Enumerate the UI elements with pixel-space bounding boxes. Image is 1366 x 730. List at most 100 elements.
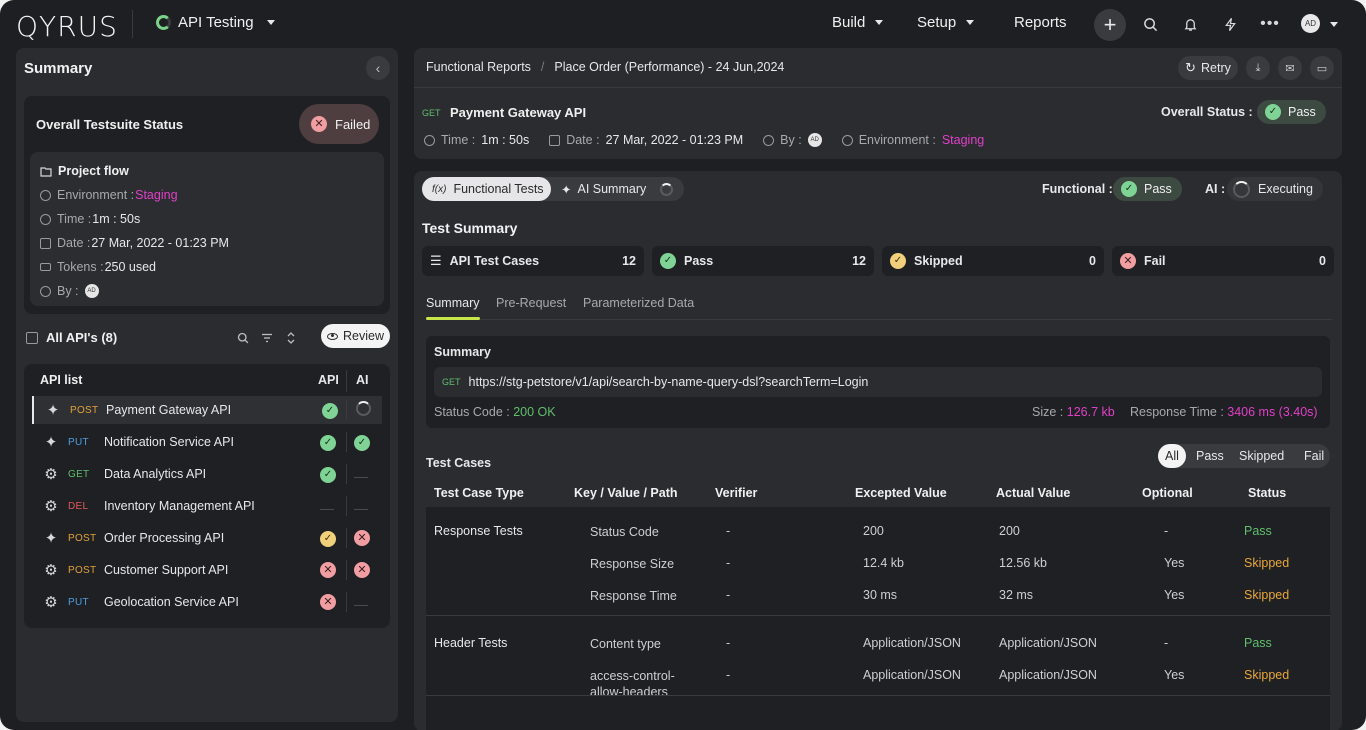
ai-status-label: AI : xyxy=(1205,182,1226,196)
tab-ai-summary[interactable]: ✦ AI Summary xyxy=(561,177,674,201)
nav-setup[interactable]: Setup xyxy=(917,14,975,31)
fail-icon: ✕ xyxy=(1120,253,1136,269)
filter-pass[interactable]: Pass xyxy=(1196,449,1224,463)
select-all-checkbox[interactable] xyxy=(26,331,38,344)
flow-title-row: Project flow xyxy=(40,164,129,178)
add-button[interactable]: + xyxy=(1094,9,1126,41)
user-menu-chevron-icon[interactable] xyxy=(1330,22,1338,27)
sort-button[interactable] xyxy=(283,330,299,346)
no-status-dash xyxy=(320,509,334,510)
qyrus-logo[interactable]: QYRUS xyxy=(16,10,118,43)
download-button[interactable]: ⤓ xyxy=(1246,56,1270,80)
status-code-label: Status Code : xyxy=(434,405,514,419)
summary-card-pass: ✓ Pass 12 xyxy=(652,246,874,276)
cell-optional: - xyxy=(1164,524,1169,538)
filter-fail[interactable]: Fail xyxy=(1304,449,1325,463)
breadcrumb-functional-reports[interactable]: Functional Reports xyxy=(426,60,531,74)
cell-expected: 12.4 kb xyxy=(863,556,905,570)
time-label: Time : xyxy=(57,212,92,226)
globe-icon xyxy=(841,134,853,146)
search-button[interactable] xyxy=(1140,14,1160,34)
search-icon xyxy=(1143,17,1157,31)
chevron-down-icon xyxy=(266,20,275,25)
api-list-item[interactable]: ⚙ DEL Inventory Management API xyxy=(32,492,382,520)
check-icon: ✓ xyxy=(1265,104,1281,120)
api-list-item[interactable]: ⚙ POST Customer Support API ✕ ✕ xyxy=(32,556,382,584)
cell-actual: 12.56 kb xyxy=(999,556,1047,570)
api-name: Notification Service API xyxy=(104,435,234,449)
loading-spinner-icon xyxy=(356,401,371,416)
size-value: 126.7 kb xyxy=(1066,405,1115,419)
notifications-button[interactable] xyxy=(1180,14,1200,34)
nav-build[interactable]: Build xyxy=(832,14,884,31)
sparkle-icon: ✦ xyxy=(44,530,58,547)
pass-icon: ✓ xyxy=(322,402,338,419)
function-icon: f(x) xyxy=(432,183,447,195)
api-status: ✓ xyxy=(320,434,336,451)
overall-status-badge: ✕ Failed xyxy=(299,104,379,144)
subtab-pre-request[interactable]: Pre-Request xyxy=(496,296,567,310)
api-method: DEL xyxy=(68,500,89,512)
filter-skipped[interactable]: Skipped xyxy=(1239,449,1285,463)
filter-all[interactable]: All xyxy=(1158,444,1186,468)
pass-icon: ✓ xyxy=(354,434,370,451)
tab-ai-label: AI Summary xyxy=(577,182,647,196)
search-apis-button[interactable] xyxy=(235,330,251,346)
top-bar: QYRUS API Testing Build Setup Reports + xyxy=(0,0,1366,48)
test-summary-title: Test Summary xyxy=(422,220,518,236)
divider xyxy=(132,10,133,38)
nav-reports[interactable]: Reports xyxy=(1014,14,1067,31)
cell-status: Pass xyxy=(1244,524,1272,538)
response-time: Response Time : 3406 ms (3.40s) xyxy=(1130,405,1318,419)
collapse-sidebar-button[interactable]: ‹ xyxy=(366,56,390,80)
review-button[interactable]: Review xyxy=(321,324,390,348)
api-list-item[interactable]: ⚙ GET Data Analytics API ✓ xyxy=(32,460,382,488)
testsuite-status-card: Overall Testsuite Status ✕ Failed Projec… xyxy=(24,96,390,314)
sparkle-icon: ✦ xyxy=(561,182,572,197)
api-status: ✓ xyxy=(322,402,338,419)
cell-verifier: - xyxy=(726,588,731,602)
api-list-item[interactable]: ✦ PUT Notification Service API ✓ ✓ xyxy=(32,428,382,456)
environment-value: Staging xyxy=(135,188,178,202)
cell-verifier: - xyxy=(726,524,731,538)
tab-functional-tests[interactable]: f(x) Functional Tests xyxy=(422,177,551,201)
api-name: Inventory Management API xyxy=(104,499,255,513)
sparkle-icon: ✦ xyxy=(46,402,60,419)
api-list-item[interactable]: ⚙ PUT Geolocation Service API ✕ xyxy=(32,588,382,616)
api-name: Payment Gateway API xyxy=(106,403,232,417)
review-label: Review xyxy=(343,329,384,343)
folder-icon xyxy=(40,166,52,177)
column-header: Excepted Value xyxy=(855,486,947,500)
filter-button[interactable] xyxy=(259,330,275,346)
column-divider xyxy=(346,432,347,452)
functional-status-label: Functional : xyxy=(1042,182,1113,196)
column-header: Status xyxy=(1248,486,1287,500)
quick-actions-button[interactable] xyxy=(1220,14,1240,34)
api-list-item[interactable]: ✦ POST Payment Gateway API ✓ xyxy=(32,396,382,424)
subtab-parameterized-data[interactable]: Parameterized Data xyxy=(583,296,695,310)
warning-icon: ✓ xyxy=(320,530,336,547)
retry-button[interactable]: ↻ Retry xyxy=(1178,56,1238,80)
project-switcher[interactable]: API Testing xyxy=(156,14,275,31)
sparkle-icon: ✦ xyxy=(44,434,58,451)
refresh-icon: ↻ xyxy=(1185,60,1197,75)
user-icon xyxy=(763,134,775,146)
fail-icon: ✕ xyxy=(354,530,370,547)
share-button[interactable]: ▭ xyxy=(1310,56,1334,80)
mail-icon: ✉ xyxy=(1285,62,1295,75)
email-button[interactable]: ✉ xyxy=(1278,56,1302,80)
nav-setup-label: Setup xyxy=(917,14,957,31)
subtab-summary[interactable]: Summary xyxy=(426,296,480,310)
user-avatar[interactable]: AD xyxy=(1301,14,1320,33)
api-name: Order Processing API xyxy=(104,531,225,545)
api-list-item[interactable]: ✦ POST Order Processing API ✓ ✕ xyxy=(32,524,382,552)
time-value: 1m : 50s xyxy=(92,212,141,226)
summary-card-total: ☰ API Test Cases 12 xyxy=(422,246,644,276)
token-icon xyxy=(40,263,51,271)
more-button[interactable]: ••• xyxy=(1260,14,1280,34)
by-label: By : xyxy=(57,284,79,298)
lightning-icon xyxy=(1224,17,1236,31)
api-details-header: GET Payment Gateway API Time : 1m : 50s … xyxy=(414,88,1342,159)
ai-column-header: AI xyxy=(356,373,369,387)
test-case-type: Response Tests xyxy=(434,524,523,538)
